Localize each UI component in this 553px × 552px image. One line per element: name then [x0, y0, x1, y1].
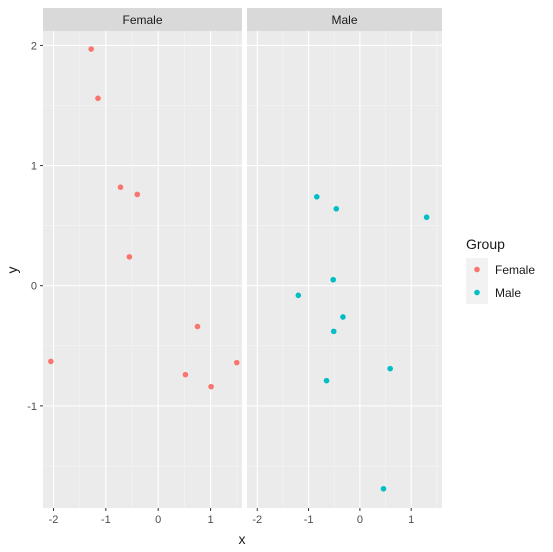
data-point-male [333, 206, 340, 212]
legend-title: Group [466, 236, 505, 252]
legend-label-male: Male [495, 286, 521, 300]
strip-label-male: Male [331, 13, 357, 27]
facet-strip-male: Male [247, 8, 442, 31]
data-point-female [126, 254, 133, 260]
data-point-male [330, 328, 337, 335]
y-axis-title: y [4, 267, 20, 274]
data-point-female [117, 184, 124, 190]
legend-marker-male [474, 289, 480, 296]
x-tick-label-female: -1 [101, 514, 111, 526]
x-axis-male: -2 -1 0 1 [252, 508, 414, 526]
x-tick-label-male: -2 [252, 514, 262, 526]
x-tick-label-female: -2 [49, 514, 59, 526]
data-point-female [233, 359, 240, 366]
x-tick-label-male: 0 [357, 514, 363, 526]
data-point-female [88, 46, 94, 52]
data-point-male [313, 194, 320, 200]
data-point-male [380, 485, 387, 492]
x-tick-label-female: 0 [155, 514, 161, 526]
panel-male [247, 31, 442, 508]
panel-background-male [247, 31, 442, 508]
x-tick-label-male: 1 [408, 514, 414, 526]
y-tick-label: -1 [27, 401, 37, 413]
data-point-male [295, 292, 302, 299]
legend-marker-female [474, 266, 480, 273]
data-point-female [95, 95, 101, 102]
data-point-female [182, 371, 189, 378]
legend: Group Female Male [466, 236, 535, 304]
y-axis: -1 0 1 2 [27, 40, 43, 413]
x-tick-label-female: 1 [208, 514, 214, 526]
panel-female [43, 31, 242, 508]
data-point-male [323, 377, 330, 384]
facet-strip-female: Female [43, 8, 242, 31]
data-point-female [48, 358, 54, 365]
x-axis-female: -2 -1 0 1 [49, 508, 214, 526]
data-point-female [208, 383, 214, 390]
data-point-male [340, 314, 346, 320]
data-point-male [330, 276, 337, 283]
y-tick-label: 2 [31, 40, 37, 52]
strip-background-male [247, 8, 442, 31]
y-tick-label: 1 [31, 161, 37, 173]
data-point-female [134, 191, 141, 198]
strip-label-female: Female [122, 13, 162, 27]
data-point-male [423, 214, 430, 221]
x-tick-label-male: -1 [304, 514, 314, 526]
y-tick-label: 0 [31, 281, 37, 293]
x-axis-title: x [239, 531, 246, 547]
strip-background-female [43, 8, 242, 31]
legend-label-female: Female [495, 263, 535, 277]
data-point-female [194, 323, 201, 330]
panel-background-female [43, 31, 242, 508]
data-point-male [387, 365, 393, 372]
